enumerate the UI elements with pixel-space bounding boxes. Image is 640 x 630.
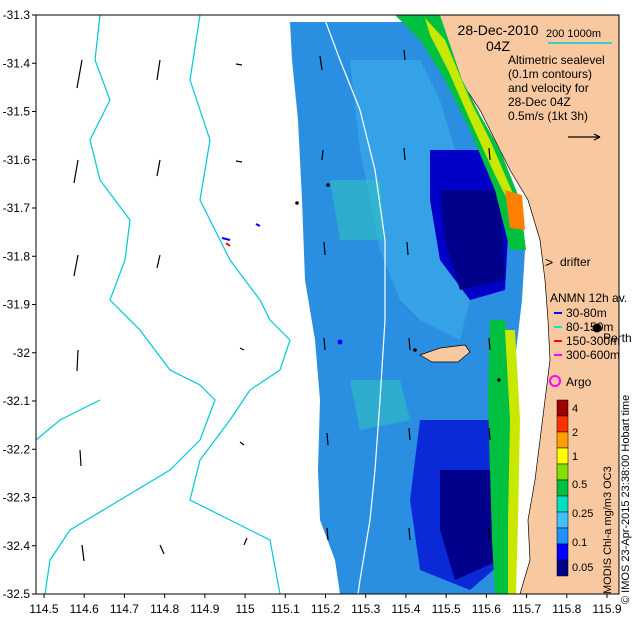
anmn-title: ANMN 12h av. <box>550 291 627 305</box>
y-tick-label: -31.6 <box>3 153 31 167</box>
x-tick-label: 115.6 <box>472 602 501 616</box>
x-tick-label: 114.9 <box>190 602 219 616</box>
y-tick-label: -32.5 <box>3 587 31 601</box>
colorbar-tick-0.5: 0.5 <box>572 479 587 491</box>
rottnest-island <box>419 344 471 363</box>
map-time: 04Z <box>486 38 511 54</box>
x-axis: 114.5 114.6 114.7 114.8 114.9 115 115.1 115.2 11… <box>29 594 622 616</box>
bathymetry-contours <box>35 14 291 595</box>
svg-text:80-150m: 80-150m <box>566 320 613 334</box>
y-tick-label: -31.4 <box>3 56 31 70</box>
x-tick-label: 114.7 <box>110 602 139 616</box>
y-tick-label: -31.5 <box>3 105 31 119</box>
colorbar-block <box>556 543 569 561</box>
colorbar-block <box>556 447 569 465</box>
colorbar <box>556 399 569 577</box>
drifter-label: drifter <box>560 255 591 269</box>
colorbar-block <box>556 559 569 577</box>
x-tick-label: 115.8 <box>552 602 581 616</box>
drifter-marker: > <box>545 254 553 270</box>
colorbar-tick-1: 1 <box>572 451 578 463</box>
x-tick-label: 115.3 <box>351 602 380 616</box>
anmn-legend: 30-80m 80-150m 150-300m 300-600m <box>554 306 620 362</box>
velocity-arrows <box>73 49 491 562</box>
colorbar-block <box>556 479 569 497</box>
colorbar-block <box>556 495 569 513</box>
imos-credit: © IMOS 23-Apr-2015 23:38:00 Hobart time <box>620 395 632 604</box>
colorbar-tick-2: 2 <box>572 427 578 439</box>
x-tick-label: 115.9 <box>592 602 621 616</box>
colorbar-block <box>556 511 569 529</box>
perth-marker <box>592 323 602 333</box>
chlorophyll-swath <box>290 15 526 594</box>
svg-text:30-80m: 30-80m <box>566 306 607 320</box>
perth-label: Perth <box>603 331 632 345</box>
legend-line-5: 0.5m/s (1kt 3h) <box>508 109 588 123</box>
svg-text:300-600m: 300-600m <box>566 348 620 362</box>
colorbar-block <box>556 527 569 545</box>
colorbar-block <box>556 463 569 481</box>
colorbar-tick-4: 4 <box>572 403 578 415</box>
legend-line-2: (0.1m contours) <box>508 67 592 81</box>
x-tick-label: 115.1 <box>271 602 300 616</box>
sealevel-contour <box>324 19 386 595</box>
x-tick-label: 115 <box>236 602 255 616</box>
colorbar-block <box>556 431 569 449</box>
colorbar-ticks: 4 2 1 0.5 0.25 0.1 0.05 <box>572 403 593 574</box>
colorbar-block <box>556 415 569 433</box>
x-tick-label: 115.2 <box>311 602 340 616</box>
map-date: 28-Dec-2010 <box>458 22 539 38</box>
y-tick-label: -32.1 <box>3 394 31 408</box>
y-tick-label: -32.4 <box>3 539 31 553</box>
y-axis: -31.3 -31.4 -31.5 -31.6 -31.7 -31.8 -31.9 -32 -3… <box>3 8 36 601</box>
argo-marker <box>549 375 561 387</box>
modis-credit: MODIS Chl-a mg/m3 OC3 <box>602 466 614 594</box>
colorbar-block <box>556 399 569 417</box>
x-tick-label: 115.7 <box>512 602 541 616</box>
mooring-markers <box>221 223 343 345</box>
station-dots <box>295 183 501 382</box>
y-tick-label: -31.7 <box>3 201 31 215</box>
x-tick-label: 114.6 <box>70 602 99 616</box>
legend-line-4: 28-Dec 04Z <box>508 95 571 109</box>
bathy-scale-label: 200 1000m <box>546 28 601 40</box>
colorbar-tick-0.25: 0.25 <box>572 508 593 520</box>
svg-text:150-300m: 150-300m <box>566 334 620 348</box>
y-tick-label: -32.2 <box>3 442 31 456</box>
x-tick-label: 115.5 <box>432 602 461 616</box>
legend-line-3: and velocity for <box>508 81 589 95</box>
y-tick-label: -31.3 <box>3 8 31 22</box>
legend-line-1: Altimetric sealevel <box>508 53 605 67</box>
x-tick-label: 114.5 <box>29 602 58 616</box>
colorbar-tick-0.05: 0.05 <box>572 562 593 574</box>
y-tick-label: -31.8 <box>3 249 31 263</box>
x-tick-label: 115.4 <box>391 602 420 616</box>
y-tick-label: -31.9 <box>3 298 31 312</box>
land-area <box>429 14 620 595</box>
colorbar-tick-0.1: 0.1 <box>572 537 587 549</box>
y-tick-label: -32.3 <box>3 491 31 505</box>
argo-label: Argo <box>566 375 592 389</box>
y-tick-label: -32 <box>13 346 31 360</box>
x-tick-label: 114.8 <box>150 602 179 616</box>
